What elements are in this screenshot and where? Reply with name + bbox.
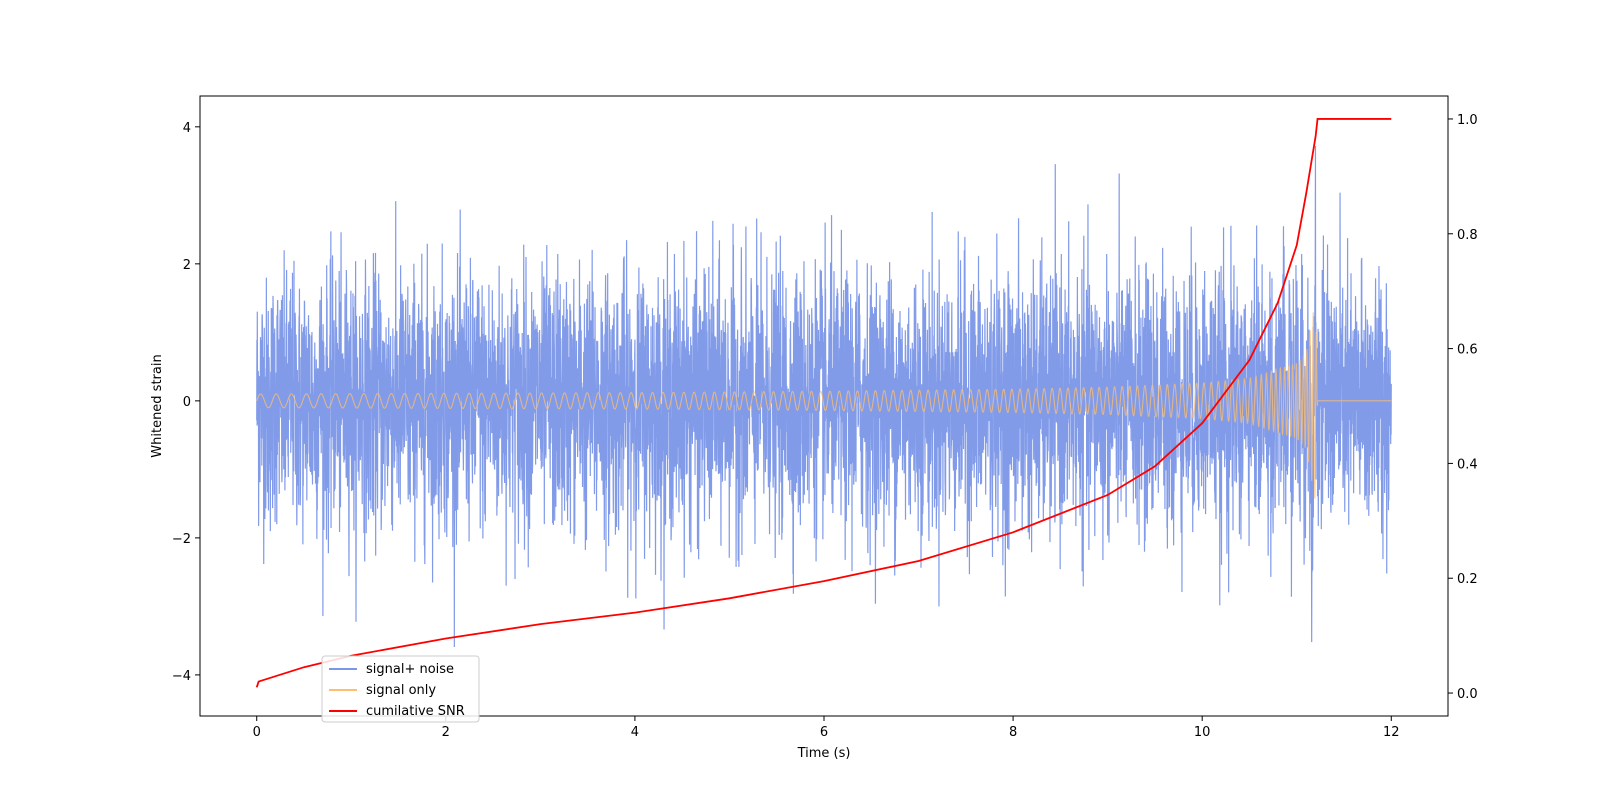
y2-tick-label: 0.4	[1457, 457, 1478, 472]
y2-tick-label: 0.8	[1457, 228, 1478, 243]
y-tick-label: 0	[183, 395, 191, 410]
series-layer	[255, 118, 1392, 688]
y2-tick-label: 1.0	[1457, 113, 1478, 128]
x-axis: 0 2 4 6 8 10 12	[253, 716, 1400, 740]
y2-tick-label: 0.6	[1457, 343, 1478, 358]
legend-label-signal-noise: signal+ noise	[366, 662, 454, 677]
y2-tick-label: 0.2	[1457, 572, 1478, 587]
y-tick-label: −4	[172, 669, 191, 684]
y-axis-label: Whitened strain	[150, 354, 165, 457]
series-cumulative-snr-line	[255, 118, 1392, 688]
y2-tick-label: 0.0	[1457, 687, 1478, 702]
x-tick-label: 2	[442, 725, 450, 740]
legend-label-cumulative-snr: cumilative SNR	[366, 704, 465, 719]
x-axis-label: Time (s)	[797, 746, 851, 761]
x-tick-label: 4	[631, 725, 639, 740]
x-tick-label: 0	[253, 725, 261, 740]
y-tick-label: 2	[183, 258, 191, 273]
legend-box	[321, 655, 480, 723]
y-tick-label: −2	[172, 532, 191, 547]
x-tick-label: 12	[1383, 725, 1400, 740]
legend: signal+ noise signal only cumilative SNR	[321, 655, 480, 723]
y-axis-left: −4 −2 0 2 4	[172, 121, 200, 684]
series-signal-only-line	[256, 312, 1392, 499]
x-tick-label: 10	[1194, 725, 1211, 740]
y-axis-right: 0.0 0.2 0.4 0.6 0.8 1.0	[1448, 113, 1478, 702]
x-tick-label: 6	[820, 725, 828, 740]
x-tick-label: 8	[1009, 725, 1017, 740]
y-tick-label: 4	[183, 121, 191, 136]
legend-label-signal-only: signal only	[366, 683, 436, 698]
